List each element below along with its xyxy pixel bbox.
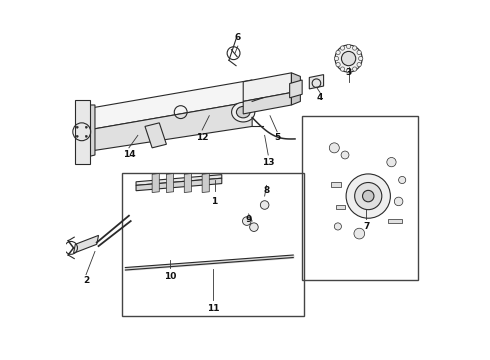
Circle shape <box>355 183 382 210</box>
Text: 13: 13 <box>262 158 274 167</box>
Bar <box>336 205 345 208</box>
Polygon shape <box>243 73 292 102</box>
Polygon shape <box>74 235 98 253</box>
Polygon shape <box>88 80 252 130</box>
Text: 7: 7 <box>363 222 369 231</box>
Bar <box>388 219 402 223</box>
Text: 8: 8 <box>263 186 270 195</box>
Circle shape <box>260 201 269 209</box>
Circle shape <box>359 57 363 61</box>
Circle shape <box>336 50 340 55</box>
Text: 12: 12 <box>196 132 208 141</box>
Circle shape <box>76 135 78 138</box>
Polygon shape <box>145 123 167 148</box>
Circle shape <box>363 190 374 202</box>
Circle shape <box>335 45 362 72</box>
Polygon shape <box>152 174 159 193</box>
Polygon shape <box>136 178 222 191</box>
Text: 4: 4 <box>317 93 323 102</box>
Circle shape <box>357 50 361 55</box>
Bar <box>302 116 418 280</box>
Polygon shape <box>243 93 292 114</box>
Polygon shape <box>309 75 323 89</box>
Ellipse shape <box>237 107 250 118</box>
Text: 14: 14 <box>122 150 135 159</box>
Polygon shape <box>75 100 90 164</box>
Text: 1: 1 <box>212 197 218 206</box>
Circle shape <box>76 126 78 128</box>
Circle shape <box>346 44 351 49</box>
Circle shape <box>398 176 406 184</box>
Polygon shape <box>202 174 209 193</box>
Circle shape <box>85 135 87 138</box>
Polygon shape <box>184 174 192 193</box>
Circle shape <box>342 51 356 66</box>
Polygon shape <box>292 73 300 105</box>
Circle shape <box>249 223 258 231</box>
Circle shape <box>243 217 251 225</box>
Text: 2: 2 <box>83 275 89 284</box>
Circle shape <box>352 67 357 71</box>
Circle shape <box>346 68 351 73</box>
Circle shape <box>341 151 349 159</box>
Text: 11: 11 <box>207 304 219 313</box>
Circle shape <box>357 63 361 67</box>
Polygon shape <box>88 102 252 152</box>
Text: 9: 9 <box>245 215 252 224</box>
Polygon shape <box>290 80 302 98</box>
Circle shape <box>334 223 342 230</box>
Polygon shape <box>167 174 173 193</box>
Text: 6: 6 <box>235 33 241 42</box>
Polygon shape <box>81 105 95 158</box>
Text: 5: 5 <box>274 132 280 141</box>
Ellipse shape <box>232 102 255 122</box>
Circle shape <box>394 197 403 206</box>
Circle shape <box>341 67 344 71</box>
Circle shape <box>85 126 87 128</box>
Circle shape <box>341 46 344 50</box>
Circle shape <box>334 57 339 61</box>
Circle shape <box>336 63 340 67</box>
Text: 3: 3 <box>345 68 352 77</box>
Circle shape <box>352 46 357 50</box>
Bar <box>331 182 342 187</box>
Bar <box>122 173 304 316</box>
Circle shape <box>354 228 365 239</box>
Text: 10: 10 <box>164 272 176 281</box>
Circle shape <box>346 174 391 218</box>
Circle shape <box>329 143 339 153</box>
Circle shape <box>387 157 396 167</box>
Polygon shape <box>136 175 222 185</box>
